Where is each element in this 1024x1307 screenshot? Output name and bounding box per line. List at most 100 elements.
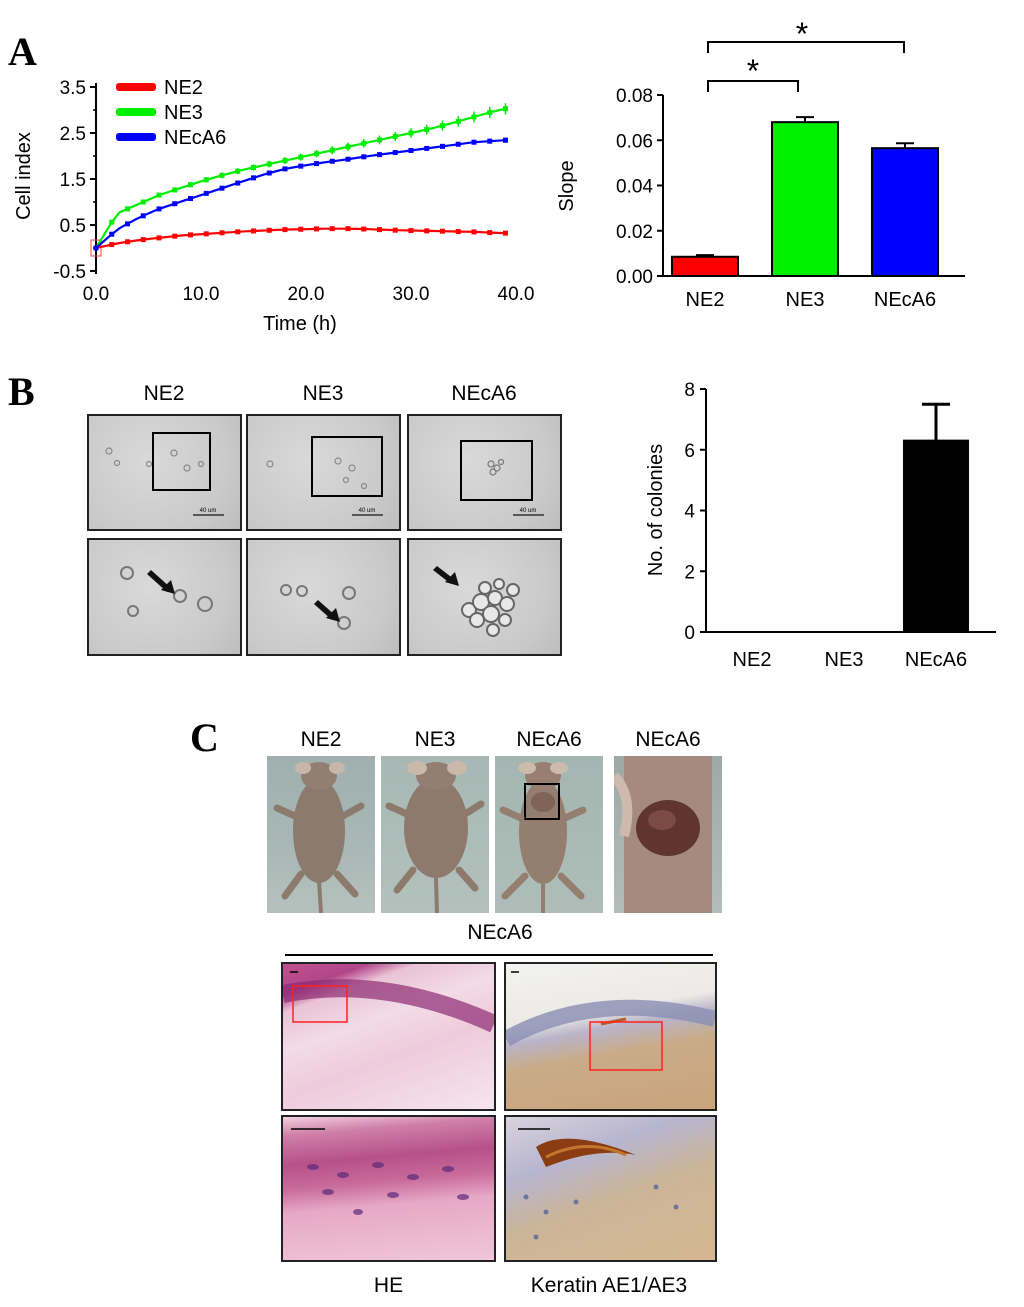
stain-label-keratin: Keratin AE1/AE3 (530, 1274, 688, 1297)
line-chart-x-tick-label: 20.0 (288, 284, 325, 305)
slope-category-label: NE2 (686, 289, 725, 311)
line-point (172, 233, 178, 239)
line-point (109, 231, 115, 237)
zoom-box (311, 436, 383, 497)
line-point (361, 226, 367, 232)
legend-swatch-NE3 (116, 108, 156, 116)
panel-b-col-ne2: NE2 (143, 382, 185, 405)
line-point (298, 226, 304, 232)
line-point (503, 137, 508, 143)
line-chart-y-tick-label: 3.5 (60, 78, 86, 99)
line-point (125, 206, 130, 212)
zoom-box (460, 440, 533, 501)
colonies-bar-NEcA6 (903, 439, 969, 633)
line-point (424, 145, 430, 151)
line-point (298, 163, 304, 169)
panel-c-col-neca6-zoom: NEcA6 (635, 728, 701, 751)
colonies-y-tick-label: 4 (684, 502, 695, 523)
line-point (282, 158, 288, 164)
line-point (408, 130, 414, 136)
line-chart-x-tick-label: 10.0 (183, 284, 220, 305)
slope-y-tick-label: 0.04 (616, 177, 653, 198)
colonies-bar-chart: 0 2 4 6 8 NE2 NE3 NEcA6 No. of colonies (645, 380, 996, 671)
colonies-y-tick-label: 6 (684, 441, 695, 462)
slope-chart-significance: ** (707, 16, 905, 92)
line-chart-y-tick-label: 2.5 (60, 124, 86, 145)
slope-category-label: NEcA6 (874, 289, 936, 311)
line-point (156, 206, 162, 212)
line-chart-x-tick-label: 30.0 (393, 284, 430, 305)
line-point (235, 180, 241, 186)
line-point (345, 156, 351, 162)
line-chart-y-tick-label: 0.5 (60, 216, 86, 237)
panel-label-a: A (8, 29, 37, 74)
line-point (345, 144, 351, 150)
line-point (329, 226, 335, 232)
legend-swatch-NE2 (116, 83, 156, 91)
line-point (251, 228, 256, 234)
zoom-box (589, 1021, 663, 1071)
micrograph-ne3-zoom (246, 538, 401, 656)
line-point (219, 172, 225, 178)
he-stain-zoom (281, 1115, 496, 1262)
line-point (125, 239, 130, 245)
micrograph-neca6-overview: 40 um (407, 414, 562, 531)
line-point (329, 158, 335, 164)
micrograph-ne2-zoom (87, 538, 242, 656)
line-point (392, 133, 398, 139)
line-chart-x-tick-label: 40.0 (498, 284, 535, 305)
colonies-y-tick-label: 8 (684, 380, 695, 401)
micrograph-ne3-overview: 40 um (246, 414, 401, 531)
line-point (455, 141, 461, 147)
line-chart-series (93, 103, 508, 251)
legend-label-NE2: NE2 (164, 77, 203, 99)
sig-star-ne2-neca6: * (796, 16, 808, 52)
keratin-stain-zoom (504, 1115, 717, 1262)
line-chart-y-tick-label: 1.5 (60, 170, 86, 191)
line-point (125, 221, 130, 227)
line-point (156, 235, 162, 241)
line-point (188, 196, 193, 202)
line-point (219, 185, 225, 191)
line-point (266, 227, 272, 233)
slope-y-tick-label: 0.00 (616, 267, 653, 288)
group-underline (285, 954, 713, 956)
line-point (361, 154, 367, 160)
line-point (408, 147, 414, 153)
panel-label-c: C (190, 715, 219, 760)
sig-bracket-ne2-ne3 (707, 80, 799, 92)
line-point (314, 226, 319, 232)
mouse-photo-neca6 (495, 756, 603, 913)
line-chart-y-tick-label: -0.5 (53, 262, 86, 283)
line-point (140, 237, 146, 243)
micrograph-ne2-overview: 40 um (87, 414, 242, 531)
line-point (140, 199, 146, 205)
line-chart-axes: -0.5 0.5 1.5 2.5 3.5 0.0 10.0 20.0 30.0 40.0 (53, 78, 534, 305)
line-point (440, 123, 445, 129)
line-point (424, 228, 430, 234)
line-point (440, 228, 445, 234)
colonies-y-tick-label: 2 (684, 562, 695, 583)
line-point (109, 242, 115, 248)
line-point (408, 228, 414, 234)
line-point (329, 147, 335, 153)
legend-label-NE3: NE3 (164, 102, 203, 124)
line-point (503, 230, 508, 236)
line-point (503, 106, 508, 112)
colonies-category-label: NE3 (825, 649, 864, 671)
cell-index-line-chart: -0.50.51.52.53.50.0 10.0 20.0 30.0 40.0 NE2N… (13, 77, 534, 335)
line-point (314, 161, 319, 167)
line-point (251, 175, 256, 181)
line-point (361, 140, 367, 146)
slope-bar-NE3 (771, 121, 839, 278)
colonies-category-label: NE2 (733, 649, 772, 671)
slope-bar-NE2 (671, 255, 739, 277)
colonies-category-label: NEcA6 (905, 649, 967, 671)
line-chart-ylabel: Cell index (13, 132, 35, 220)
colonies-chart-ylabel: No. of colonies (645, 444, 667, 576)
zoom-box (524, 783, 560, 820)
line-chart-xlabel: Time (h) (263, 313, 337, 335)
panel-b-col-ne3: NE3 (302, 382, 344, 405)
line-point (487, 138, 493, 144)
arrow-icon (445, 572, 459, 586)
